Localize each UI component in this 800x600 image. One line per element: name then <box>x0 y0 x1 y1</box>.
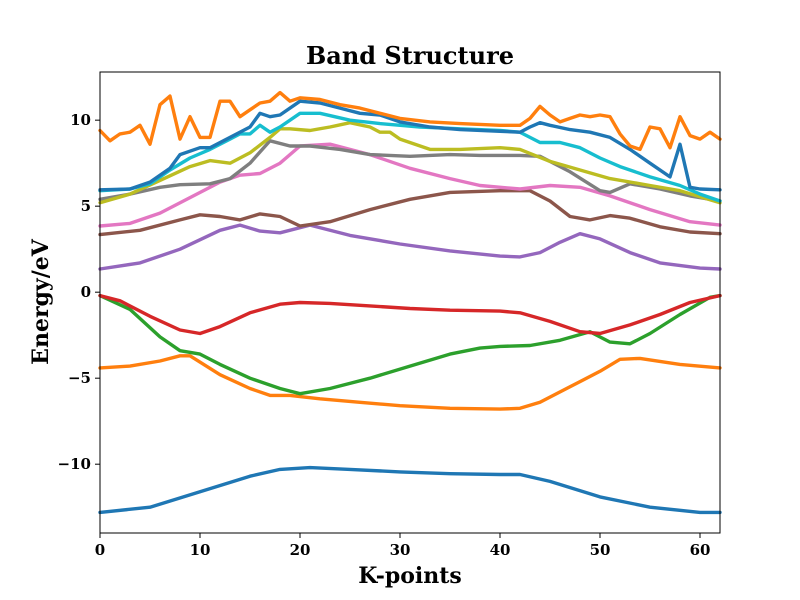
x-tick-label: 20 <box>290 541 311 559</box>
band-line-10 <box>98 111 722 203</box>
band-line-4 <box>98 293 722 336</box>
band-line-6 <box>98 188 722 237</box>
x-tick-label: 30 <box>390 541 411 559</box>
x-tick-label: 0 <box>95 541 105 559</box>
band-line-1 <box>98 465 722 515</box>
band-line-2 <box>98 354 722 411</box>
y-tick-label: 5 <box>81 197 91 215</box>
band-line-5 <box>98 223 722 271</box>
x-tick-label: 40 <box>490 541 511 559</box>
chart-title: Band Structure <box>306 41 514 70</box>
x-tick-label: 60 <box>690 541 711 559</box>
band-line-12 <box>98 90 722 152</box>
x-tick-label: 10 <box>190 541 211 559</box>
band-line-8 <box>98 139 722 203</box>
x-axis-ticks: 0 10 20 30 40 50 60 <box>95 533 711 559</box>
plot-frame <box>99 71 721 534</box>
plot-lines <box>98 90 722 515</box>
band-line-9 <box>98 120 722 205</box>
y-tick-label: 0 <box>81 283 91 301</box>
y-tick-label: 10 <box>70 111 91 129</box>
x-tick-label: 50 <box>590 541 611 559</box>
y-tick-label: −10 <box>58 455 91 473</box>
band-line-3 <box>98 293 722 396</box>
x-axis-label: K-points <box>358 563 462 589</box>
y-axis-label: Energy/eV <box>28 238 54 365</box>
y-tick-label: −5 <box>68 369 91 387</box>
y-axis-ticks: −10 −5 0 5 10 <box>58 111 100 473</box>
band-line-11 <box>98 99 722 192</box>
